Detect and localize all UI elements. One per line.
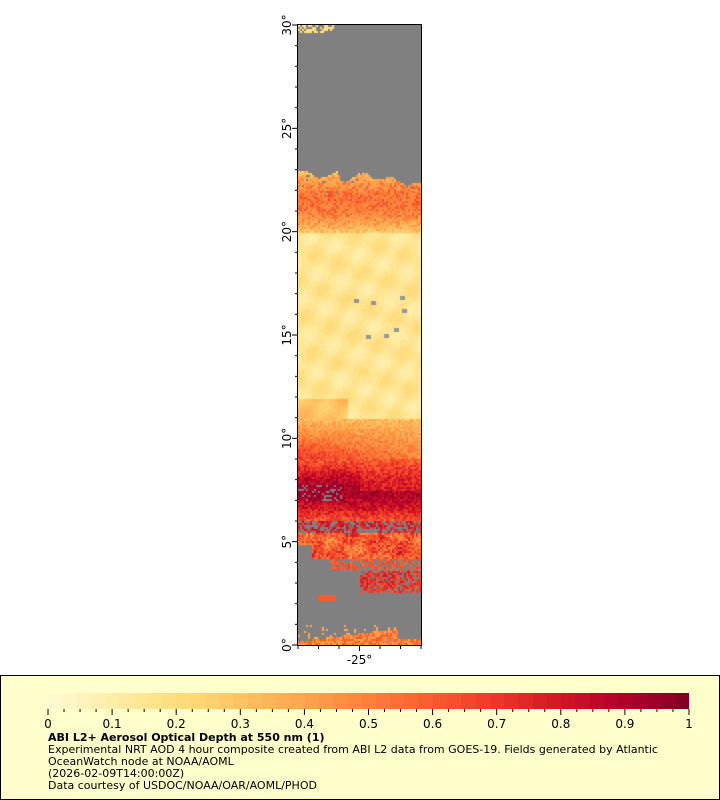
lat-label: 15° bbox=[280, 324, 294, 345]
colorbar-segment bbox=[276, 693, 291, 709]
colorbar-segment bbox=[90, 693, 105, 709]
colorbar-segment bbox=[518, 693, 533, 709]
colorbar-segment bbox=[318, 693, 333, 709]
legend-description-1: Experimental NRT AOD 4 hour composite cr… bbox=[48, 743, 658, 756]
colorbar-segment bbox=[233, 693, 248, 709]
colorbar-segment bbox=[575, 693, 590, 709]
colorbar-tick-label: 0.6 bbox=[423, 717, 442, 731]
colorbar-segment bbox=[76, 693, 91, 709]
colorbar-segment bbox=[532, 693, 547, 709]
legend-timestamp: (2026-02-09T14:00:00Z) bbox=[48, 767, 185, 780]
lon-label: -25° bbox=[347, 653, 373, 667]
colorbar-segment bbox=[603, 693, 618, 709]
colorbar-segment bbox=[304, 693, 319, 709]
colorbar-segment bbox=[162, 693, 177, 709]
colorbar-ticks: 0 0.1 0.2 0.3 0.4 0.5 0.6 0.7 0.8 0.9 1 bbox=[44, 709, 693, 731]
colorbar-segment bbox=[404, 693, 419, 709]
colorbar-segment bbox=[390, 693, 405, 709]
colorbar-segment bbox=[675, 693, 690, 709]
colorbar-segment bbox=[589, 693, 604, 709]
colorbar-segment bbox=[176, 693, 191, 709]
legend-panel: 0 0.1 0.2 0.3 0.4 0.5 0.6 0.7 0.8 0.9 1 ABI L2+ Ae… bbox=[0, 675, 720, 800]
aod-map bbox=[297, 24, 422, 646]
colorbar-segment bbox=[204, 693, 219, 709]
colorbar-tick-label: 0.3 bbox=[231, 717, 250, 731]
colorbar-segment bbox=[418, 693, 433, 709]
colorbar-tick-label: 0.7 bbox=[487, 717, 506, 731]
colorbar-segment bbox=[219, 693, 234, 709]
colorbar-segment bbox=[546, 693, 561, 709]
lat-label: 25° bbox=[280, 118, 294, 139]
colorbar-tick-label: 0.8 bbox=[551, 717, 570, 731]
lat-label: 5° bbox=[280, 535, 294, 549]
colorbar-segment bbox=[375, 693, 390, 709]
colorbar-segment bbox=[290, 693, 305, 709]
colorbar-tick-label: 1 bbox=[685, 717, 693, 731]
colorbar-segment bbox=[48, 693, 63, 709]
lat-label: 20° bbox=[280, 221, 294, 242]
colorbar-segment bbox=[119, 693, 134, 709]
colorbar-segment bbox=[561, 693, 576, 709]
lat-label: 0° bbox=[280, 638, 294, 652]
colorbar-segment bbox=[461, 693, 476, 709]
legend-credit: Data courtesy of USDOC/NOAA/OAR/AOML/PHO… bbox=[48, 779, 317, 792]
colorbar-segment bbox=[475, 693, 490, 709]
colorbar-segment bbox=[646, 693, 661, 709]
colorbar-segment bbox=[190, 693, 205, 709]
colorbar-segment bbox=[618, 693, 633, 709]
colorbar bbox=[48, 693, 690, 709]
colorbar-segment bbox=[333, 693, 348, 709]
colorbar-segment bbox=[133, 693, 148, 709]
colorbar-segment bbox=[347, 693, 362, 709]
colorbar-segment bbox=[489, 693, 504, 709]
colorbar-segment bbox=[147, 693, 162, 709]
colorbar-segment bbox=[261, 693, 276, 709]
colorbar-segment bbox=[62, 693, 77, 709]
colorbar-segment bbox=[105, 693, 120, 709]
colorbar-tick-label: 0.9 bbox=[615, 717, 634, 731]
colorbar-tick-label: 0 bbox=[44, 717, 52, 731]
colorbar-tick-label: 0.4 bbox=[295, 717, 314, 731]
colorbar-segment bbox=[361, 693, 376, 709]
colorbar-tick-label: 0.2 bbox=[167, 717, 186, 731]
map-axes: 0° 5° 10° 15° 20° 25° 30° -25° bbox=[280, 14, 422, 667]
colorbar-segment bbox=[247, 693, 262, 709]
colorbar-segment bbox=[447, 693, 462, 709]
colorbar-segment bbox=[660, 693, 675, 709]
colorbar-segment bbox=[432, 693, 447, 709]
lat-label: 30° bbox=[280, 14, 294, 35]
colorbar-segment bbox=[632, 693, 647, 709]
colorbar-segment bbox=[504, 693, 519, 709]
colorbar-tick-label: 0.1 bbox=[103, 717, 122, 731]
colorbar-tick-label: 0.5 bbox=[359, 717, 378, 731]
legend-title: ABI L2+ Aerosol Optical Depth at 550 nm … bbox=[48, 731, 325, 744]
lat-label: 10° bbox=[280, 428, 294, 449]
legend-description-2: OceanWatch node at NOAA/AOML bbox=[48, 755, 234, 768]
